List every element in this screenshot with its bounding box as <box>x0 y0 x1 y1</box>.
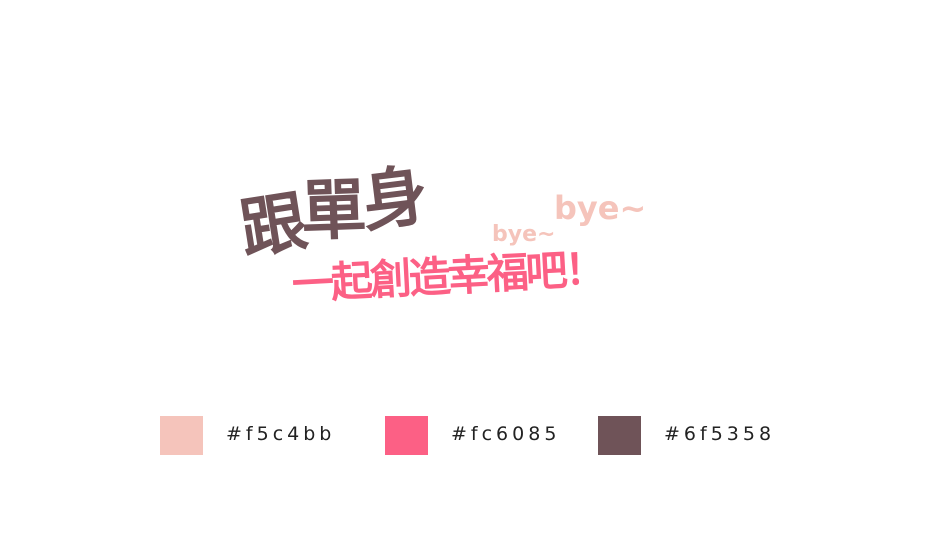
logo-title-char: 身 <box>357 157 429 242</box>
color-swatch <box>598 416 641 455</box>
logo-slogan-line: 一起創造幸福吧！ <box>290 243 605 309</box>
color-palette: #f5c4bb #fc6085 #6f5358 <box>0 416 930 456</box>
color-code-label: #f5c4bb <box>226 423 336 445</box>
logo: 跟單身 bye~ bye~ 一起創造幸福吧！ <box>235 157 656 336</box>
color-code-label: #fc6085 <box>451 423 561 445</box>
logo-title-char: 單 <box>299 170 365 251</box>
color-swatch <box>160 416 203 455</box>
logo-bye-small: bye~ <box>492 222 556 247</box>
logo-bye-large: bye~ <box>554 189 647 227</box>
logo-title-char: 跟 <box>234 182 309 269</box>
color-code-label: #6f5358 <box>664 423 776 445</box>
logo-title-line: 跟單身 <box>235 157 428 269</box>
color-swatch <box>385 416 428 455</box>
